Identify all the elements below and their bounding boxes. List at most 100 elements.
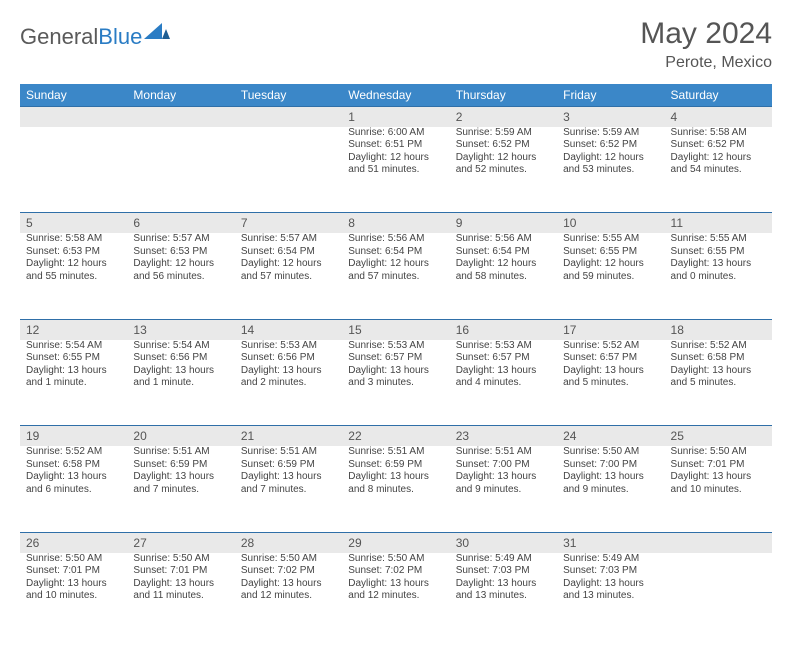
day-cell: Sunrise: 5:55 AMSunset: 6:55 PMDaylight:… xyxy=(557,233,664,319)
sunrise-text: Sunrise: 5:55 AM xyxy=(671,233,766,246)
sunset-text: Sunset: 6:54 PM xyxy=(241,246,336,259)
day-cell: Sunrise: 5:56 AMSunset: 6:54 PMDaylight:… xyxy=(342,233,449,319)
daynum-row: 19 20 21 22 23 24 25 xyxy=(20,426,772,447)
weekday-header-row: Sunday Monday Tuesday Wednesday Thursday… xyxy=(20,84,772,107)
daylight-text: Daylight: 13 hours xyxy=(26,471,121,484)
daylight-text: Daylight: 13 hours xyxy=(241,471,336,484)
sunrise-text: Sunrise: 5:50 AM xyxy=(241,553,336,566)
daylight-text: and 7 minutes. xyxy=(241,484,336,497)
day-number-cell: 23 xyxy=(450,426,557,447)
day-number: 28 xyxy=(241,536,254,550)
day-number: 25 xyxy=(671,429,684,443)
day-number: 11 xyxy=(671,216,683,230)
day-number: 13 xyxy=(133,323,146,337)
day-number: 24 xyxy=(563,429,576,443)
daylight-text: and 9 minutes. xyxy=(456,484,551,497)
sunrise-text: Sunrise: 5:57 AM xyxy=(241,233,336,246)
day-cell: Sunrise: 5:51 AMSunset: 6:59 PMDaylight:… xyxy=(235,446,342,532)
sunset-text: Sunset: 7:00 PM xyxy=(456,459,551,472)
day-number: 3 xyxy=(563,110,570,124)
sunrise-text: Sunrise: 5:52 AM xyxy=(671,340,766,353)
daylight-text: Daylight: 13 hours xyxy=(26,365,121,378)
day-number: 5 xyxy=(26,216,33,230)
daylight-text: and 13 minutes. xyxy=(563,590,658,603)
daylight-text: and 12 minutes. xyxy=(348,590,443,603)
day-number: 7 xyxy=(241,216,248,230)
day-cell: Sunrise: 5:59 AMSunset: 6:52 PMDaylight:… xyxy=(557,127,664,213)
daylight-text: Daylight: 12 hours xyxy=(456,258,551,271)
daylight-text: and 10 minutes. xyxy=(671,484,766,497)
day-number: 23 xyxy=(456,429,469,443)
day-cell: Sunrise: 5:54 AMSunset: 6:56 PMDaylight:… xyxy=(127,340,234,426)
daynum-row: 26 27 28 29 30 31 xyxy=(20,532,772,553)
day-cell: Sunrise: 5:50 AMSunset: 7:01 PMDaylight:… xyxy=(665,446,772,532)
sunset-text: Sunset: 6:59 PM xyxy=(133,459,228,472)
day-cell: Sunrise: 5:50 AMSunset: 7:02 PMDaylight:… xyxy=(342,553,449,639)
weekday-header: Sunday xyxy=(20,84,127,107)
day-number-cell: 27 xyxy=(127,532,234,553)
sunrise-text: Sunrise: 5:54 AM xyxy=(26,340,121,353)
day-number-cell: 22 xyxy=(342,426,449,447)
sunset-text: Sunset: 6:53 PM xyxy=(26,246,121,259)
day-cell: Sunrise: 5:50 AMSunset: 7:00 PMDaylight:… xyxy=(557,446,664,532)
calendar-table: Sunday Monday Tuesday Wednesday Thursday… xyxy=(20,84,772,639)
day-number: 20 xyxy=(133,429,146,443)
day-number: 22 xyxy=(348,429,361,443)
day-number: 27 xyxy=(133,536,146,550)
day-cell: Sunrise: 5:50 AMSunset: 7:01 PMDaylight:… xyxy=(20,553,127,639)
day-number-cell xyxy=(127,106,234,127)
day-cell: Sunrise: 5:52 AMSunset: 6:58 PMDaylight:… xyxy=(665,340,772,426)
sunset-text: Sunset: 7:03 PM xyxy=(456,565,551,578)
sunrise-text: Sunrise: 5:51 AM xyxy=(241,446,336,459)
sunrise-text: Sunrise: 5:50 AM xyxy=(671,446,766,459)
daylight-text: Daylight: 13 hours xyxy=(456,365,551,378)
day-number: 4 xyxy=(671,110,678,124)
sunset-text: Sunset: 7:03 PM xyxy=(563,565,658,578)
sunset-text: Sunset: 6:59 PM xyxy=(241,459,336,472)
week-row: Sunrise: 5:50 AMSunset: 7:01 PMDaylight:… xyxy=(20,553,772,639)
daylight-text: Daylight: 13 hours xyxy=(563,578,658,591)
day-number-cell: 30 xyxy=(450,532,557,553)
daylight-text: and 9 minutes. xyxy=(563,484,658,497)
day-number-cell: 26 xyxy=(20,532,127,553)
daylight-text: Daylight: 13 hours xyxy=(348,471,443,484)
day-number-cell: 7 xyxy=(235,213,342,234)
daylight-text: and 5 minutes. xyxy=(671,377,766,390)
day-number-cell: 20 xyxy=(127,426,234,447)
daynum-row: 567891011 xyxy=(20,213,772,234)
location: Perote, Mexico xyxy=(640,54,772,72)
day-number-cell: 13 xyxy=(127,319,234,340)
day-number-cell: 21 xyxy=(235,426,342,447)
sunset-text: Sunset: 6:52 PM xyxy=(563,139,658,152)
day-number-cell: 16 xyxy=(450,319,557,340)
sunset-text: Sunset: 6:55 PM xyxy=(563,246,658,259)
sunrise-text: Sunrise: 5:49 AM xyxy=(563,553,658,566)
day-cell: Sunrise: 5:51 AMSunset: 6:59 PMDaylight:… xyxy=(342,446,449,532)
day-number: 17 xyxy=(563,323,576,337)
daylight-text: Daylight: 12 hours xyxy=(26,258,121,271)
daylight-text: and 51 minutes. xyxy=(348,164,443,177)
day-number-cell xyxy=(665,532,772,553)
sunrise-text: Sunrise: 5:52 AM xyxy=(26,446,121,459)
sunrise-text: Sunrise: 5:53 AM xyxy=(456,340,551,353)
week-row: Sunrise: 5:58 AMSunset: 6:53 PMDaylight:… xyxy=(20,233,772,319)
sunrise-text: Sunrise: 5:53 AM xyxy=(241,340,336,353)
daylight-text: Daylight: 13 hours xyxy=(133,365,228,378)
title-block: May 2024 Perote, Mexico xyxy=(640,18,772,72)
day-number: 29 xyxy=(348,536,361,550)
calendar-page: GeneralBlue May 2024 Perote, Mexico Sund… xyxy=(0,0,792,649)
sunrise-text: Sunrise: 5:57 AM xyxy=(133,233,228,246)
day-number: 21 xyxy=(241,429,254,443)
sunrise-text: Sunrise: 5:56 AM xyxy=(348,233,443,246)
sunset-text: Sunset: 6:57 PM xyxy=(348,352,443,365)
sunrise-text: Sunrise: 5:54 AM xyxy=(133,340,228,353)
day-number: 31 xyxy=(563,536,576,550)
sunrise-text: Sunrise: 5:51 AM xyxy=(133,446,228,459)
week-row: Sunrise: 5:54 AMSunset: 6:55 PMDaylight:… xyxy=(20,340,772,426)
daylight-text: and 3 minutes. xyxy=(348,377,443,390)
sunrise-text: Sunrise: 5:59 AM xyxy=(456,127,551,140)
day-number: 19 xyxy=(26,429,39,443)
day-cell: Sunrise: 5:57 AMSunset: 6:53 PMDaylight:… xyxy=(127,233,234,319)
day-number-cell: 8 xyxy=(342,213,449,234)
sunset-text: Sunset: 6:56 PM xyxy=(241,352,336,365)
